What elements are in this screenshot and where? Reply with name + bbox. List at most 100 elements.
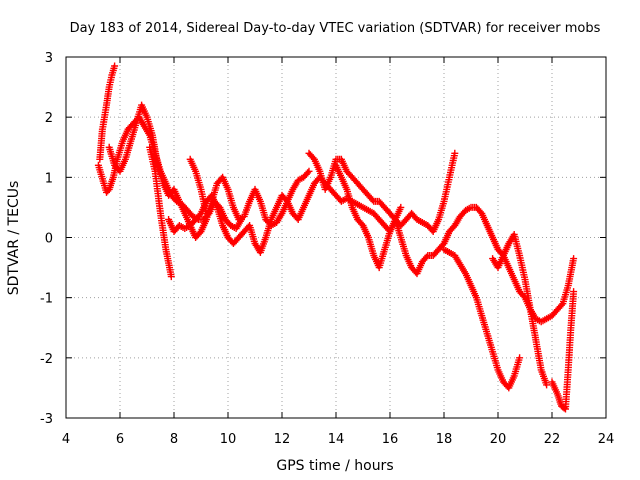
data-point xyxy=(302,176,305,179)
data-point xyxy=(437,248,440,251)
data-point xyxy=(362,206,364,209)
data-point xyxy=(524,278,526,281)
data-point xyxy=(99,158,101,161)
data-point xyxy=(105,104,108,106)
data-point xyxy=(227,188,229,191)
data-point xyxy=(400,236,402,239)
data-point xyxy=(192,215,194,218)
data-point xyxy=(170,275,173,278)
data-point xyxy=(200,212,202,215)
data-point xyxy=(205,218,208,221)
data-point xyxy=(135,122,137,124)
x-tick-label: 18 xyxy=(436,432,453,447)
data-point xyxy=(111,74,113,76)
series-track-3 xyxy=(105,101,313,241)
data-point xyxy=(421,221,424,224)
data-point xyxy=(108,146,110,149)
data-point xyxy=(281,212,283,215)
data-point xyxy=(124,158,127,161)
data-point xyxy=(254,188,256,191)
data-point xyxy=(464,272,467,275)
data-point xyxy=(216,206,218,209)
data-point xyxy=(173,230,175,233)
data-point xyxy=(486,333,489,335)
data-point xyxy=(443,242,445,245)
data-point xyxy=(373,212,375,215)
data-point xyxy=(367,236,370,239)
data-point xyxy=(189,224,191,227)
series-track-1 xyxy=(96,62,119,163)
data-point xyxy=(292,212,294,215)
data-point xyxy=(194,170,197,173)
data-point xyxy=(329,188,332,191)
data-point xyxy=(229,224,232,227)
data-point xyxy=(270,218,273,221)
data-point xyxy=(535,339,537,341)
data-point xyxy=(308,170,310,173)
data-point xyxy=(335,194,337,197)
data-point xyxy=(292,188,294,191)
data-point xyxy=(335,164,337,167)
y-tick-label: 1 xyxy=(45,171,53,186)
data-point xyxy=(221,224,224,227)
y-tick-label: -3 xyxy=(40,412,53,427)
data-point xyxy=(238,218,240,221)
data-point xyxy=(454,254,456,257)
data-point xyxy=(116,158,119,161)
data-point xyxy=(286,200,289,203)
data-point xyxy=(367,209,370,212)
data-point xyxy=(508,266,510,269)
series-track-4 xyxy=(146,143,175,281)
data-point xyxy=(378,200,381,203)
data-point xyxy=(443,248,445,251)
x-tick-labels: 4 6 8 10 12 14 16 18 20 22 24 xyxy=(62,432,614,447)
data-point xyxy=(356,182,359,185)
data-point xyxy=(108,188,110,191)
data-point xyxy=(443,200,445,203)
data-point xyxy=(362,224,364,227)
data-point xyxy=(235,227,237,230)
data-point xyxy=(167,218,170,221)
data-point xyxy=(148,146,151,149)
grid-lines xyxy=(66,57,606,418)
data-point xyxy=(100,173,102,176)
x-tick-label: 10 xyxy=(220,432,237,447)
x-tick-label: 12 xyxy=(274,432,291,447)
data-point xyxy=(497,266,499,269)
data-point xyxy=(224,218,227,221)
data-point xyxy=(481,212,483,215)
data-point xyxy=(497,369,499,371)
data-point xyxy=(564,408,567,410)
data-point xyxy=(551,381,553,383)
data-point xyxy=(567,284,569,287)
data-point xyxy=(281,194,283,197)
data-point xyxy=(405,218,408,221)
data-point xyxy=(227,236,229,239)
data-point xyxy=(121,140,124,142)
x-tick-label: 14 xyxy=(328,432,345,447)
data-point xyxy=(259,200,262,203)
y-tick-labels: -3 -2 -1 0 1 2 3 xyxy=(40,51,53,427)
data-point xyxy=(113,164,116,167)
data-point xyxy=(373,200,375,203)
data-point xyxy=(508,242,510,245)
data-point xyxy=(475,296,478,299)
data-point xyxy=(513,375,515,377)
data-point xyxy=(103,182,105,185)
data-point xyxy=(572,290,575,293)
data-point xyxy=(448,251,451,254)
data-point xyxy=(151,134,154,136)
data-point xyxy=(127,128,129,130)
data-point xyxy=(216,182,218,185)
data-point xyxy=(313,182,316,185)
data-point xyxy=(184,227,186,230)
x-tick-label: 4 xyxy=(62,432,70,447)
data-point xyxy=(221,176,224,179)
data-point xyxy=(459,215,462,218)
data-point xyxy=(356,218,359,221)
data-point xyxy=(162,182,164,185)
data-point xyxy=(329,176,332,179)
data-point xyxy=(556,393,559,395)
x-tick-label: 20 xyxy=(490,432,507,447)
y-tick-label: 2 xyxy=(45,111,53,126)
